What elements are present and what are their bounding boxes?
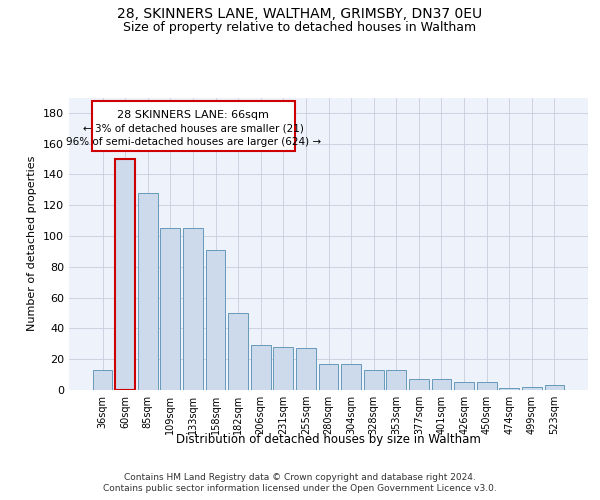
Bar xyxy=(228,313,248,390)
Bar xyxy=(364,370,383,390)
Text: 28, SKINNERS LANE, WALTHAM, GRIMSBY, DN37 0EU: 28, SKINNERS LANE, WALTHAM, GRIMSBY, DN3… xyxy=(118,8,482,22)
Bar xyxy=(274,347,293,390)
Bar xyxy=(522,387,542,390)
Bar xyxy=(454,382,474,390)
Text: Size of property relative to detached houses in Waltham: Size of property relative to detached ho… xyxy=(124,21,476,34)
Bar xyxy=(477,382,497,390)
Text: Contains public sector information licensed under the Open Government Licence v3: Contains public sector information licen… xyxy=(103,484,497,493)
Bar xyxy=(341,364,361,390)
Bar xyxy=(251,346,271,390)
Text: ← 3% of detached houses are smaller (21): ← 3% of detached houses are smaller (21) xyxy=(83,124,304,134)
Bar xyxy=(409,379,429,390)
Bar xyxy=(160,228,180,390)
Bar xyxy=(431,379,451,390)
Text: 96% of semi-detached houses are larger (624) →: 96% of semi-detached houses are larger (… xyxy=(65,137,321,147)
Y-axis label: Number of detached properties: Number of detached properties xyxy=(28,156,37,332)
Bar xyxy=(545,386,565,390)
Bar xyxy=(499,388,519,390)
Bar xyxy=(386,370,406,390)
Bar xyxy=(138,193,158,390)
Text: Contains HM Land Registry data © Crown copyright and database right 2024.: Contains HM Land Registry data © Crown c… xyxy=(124,472,476,482)
Bar xyxy=(92,370,112,390)
Text: Distribution of detached houses by size in Waltham: Distribution of detached houses by size … xyxy=(176,432,481,446)
Bar xyxy=(183,228,203,390)
Text: 28 SKINNERS LANE: 66sqm: 28 SKINNERS LANE: 66sqm xyxy=(117,110,269,120)
Bar xyxy=(296,348,316,390)
Bar xyxy=(92,100,295,152)
Bar xyxy=(206,250,226,390)
Bar xyxy=(115,159,135,390)
Bar xyxy=(319,364,338,390)
